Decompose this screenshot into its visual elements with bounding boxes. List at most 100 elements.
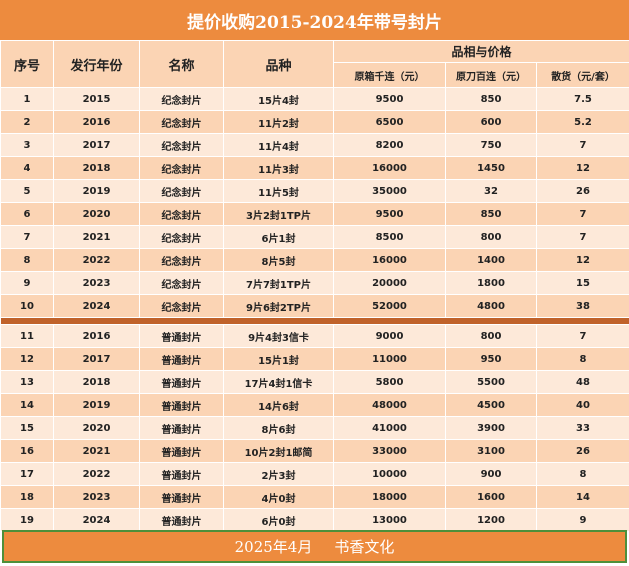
cell-loose: 15 — [535, 271, 629, 295]
table-row: 7 2021 纪念封片 6片1封 8500 800 7 — [0, 225, 629, 249]
cell-seq: 14 — [0, 393, 54, 417]
footer-banner: 2025年4月 书香文化 — [2, 530, 627, 563]
cell-year: 2015 — [53, 87, 140, 111]
cell-variety: 15片4封 — [223, 87, 334, 111]
cell-knife-hundred: 5500 — [445, 370, 537, 394]
header-knife-hundred: 原刀百连（元） — [445, 62, 537, 88]
header-seq: 序号 — [0, 40, 54, 88]
cell-seq: 6 — [0, 202, 54, 226]
cell-loose: 40 — [535, 393, 629, 417]
cell-seq: 10 — [0, 294, 54, 318]
table-row: 2 2016 纪念封片 11片2封 6500 600 5.2 — [0, 110, 629, 134]
cell-variety: 3片2封1TP片 — [223, 202, 334, 226]
cell-box-thousand: 52000 — [333, 294, 446, 318]
cell-knife-hundred: 32 — [445, 179, 537, 203]
cell-box-thousand: 10000 — [333, 462, 446, 486]
cell-seq: 19 — [0, 508, 54, 532]
cell-name: 普通封片 — [139, 485, 224, 509]
table-row: 12 2017 普通封片 15片1封 11000 950 8 — [0, 347, 629, 371]
cell-name: 普通封片 — [139, 508, 224, 532]
cell-knife-hundred: 1450 — [445, 156, 537, 180]
cell-name: 纪念封片 — [139, 110, 224, 134]
cell-box-thousand: 48000 — [333, 393, 446, 417]
cell-knife-hundred: 950 — [445, 347, 537, 371]
cell-name: 普通封片 — [139, 324, 224, 348]
cell-loose: 8 — [535, 347, 629, 371]
table-row: 13 2018 普通封片 17片4封1信卡 5800 5500 48 — [0, 370, 629, 394]
cell-variety: 15片1封 — [223, 347, 334, 371]
cell-box-thousand: 41000 — [333, 416, 446, 440]
table-row: 15 2020 普通封片 8片6封 41000 3900 33 — [0, 416, 629, 440]
cell-loose: 12 — [535, 248, 629, 272]
cell-knife-hundred: 1600 — [445, 485, 537, 509]
cell-year: 2024 — [53, 508, 140, 532]
cell-name: 普通封片 — [139, 462, 224, 486]
header-name: 名称 — [139, 40, 224, 88]
cell-variety: 7片7封1TP片 — [223, 271, 334, 295]
cell-box-thousand: 6500 — [333, 110, 446, 134]
header-loose: 散货（元/套） — [535, 62, 629, 88]
page-title: 提价收购2015-2024年带号封片 — [0, 0, 629, 41]
cell-seq: 13 — [0, 370, 54, 394]
cell-knife-hundred: 800 — [445, 324, 537, 348]
cell-year: 2022 — [53, 462, 140, 486]
cell-variety: 11片4封 — [223, 133, 334, 157]
cell-seq: 12 — [0, 347, 54, 371]
cell-variety: 9片4封3信卡 — [223, 324, 334, 348]
cell-knife-hundred: 900 — [445, 462, 537, 486]
cell-variety: 2片3封 — [223, 462, 334, 486]
cell-year: 2017 — [53, 133, 140, 157]
cell-seq: 5 — [0, 179, 54, 203]
cell-variety: 11片5封 — [223, 179, 334, 203]
cell-year: 2022 — [53, 248, 140, 272]
cell-variety: 8片6封 — [223, 416, 334, 440]
cell-variety: 9片6封2TP片 — [223, 294, 334, 318]
header-box-thousand: 原箱千连（元） — [333, 62, 446, 88]
cell-seq: 15 — [0, 416, 54, 440]
cell-seq: 2 — [0, 110, 54, 134]
cell-name: 普通封片 — [139, 416, 224, 440]
cell-seq: 11 — [0, 324, 54, 348]
cell-loose: 7 — [535, 202, 629, 226]
cell-year: 2019 — [53, 393, 140, 417]
table-body: 1 2015 纪念封片 15片4封 9500 850 7.5 2 2016 纪念封片 11片2封 65… — [0, 87, 629, 532]
cell-loose: 38 — [535, 294, 629, 318]
price-table: 序号 发行年份 名称 品种 品相与价格 原箱千连（元） 原刀百连（元） 散货（元… — [0, 40, 629, 532]
cell-year: 2018 — [53, 156, 140, 180]
cell-name: 纪念封片 — [139, 225, 224, 249]
cell-variety: 6片0封 — [223, 508, 334, 532]
cell-year: 2023 — [53, 485, 140, 509]
table-row: 14 2019 普通封片 14片6封 48000 4500 40 — [0, 393, 629, 417]
cell-variety: 11片2封 — [223, 110, 334, 134]
cell-box-thousand: 35000 — [333, 179, 446, 203]
cell-seq: 17 — [0, 462, 54, 486]
table-row: 5 2019 纪念封片 11片5封 35000 32 26 — [0, 179, 629, 203]
cell-year: 2023 — [53, 271, 140, 295]
cell-year: 2019 — [53, 179, 140, 203]
cell-year: 2018 — [53, 370, 140, 394]
cell-name: 普通封片 — [139, 393, 224, 417]
cell-box-thousand: 8500 — [333, 225, 446, 249]
cell-year: 2020 — [53, 416, 140, 440]
table-row: 6 2020 纪念封片 3片2封1TP片 9500 850 7 — [0, 202, 629, 226]
cell-name: 纪念封片 — [139, 156, 224, 180]
cell-knife-hundred: 850 — [445, 87, 537, 111]
cell-year: 2021 — [53, 439, 140, 463]
cell-box-thousand: 9000 — [333, 324, 446, 348]
cell-box-thousand: 8200 — [333, 133, 446, 157]
cell-loose: 8 — [535, 462, 629, 486]
cell-box-thousand: 11000 — [333, 347, 446, 371]
table-row: 3 2017 纪念封片 11片4封 8200 750 7 — [0, 133, 629, 157]
cell-loose: 14 — [535, 485, 629, 509]
cell-year: 2016 — [53, 324, 140, 348]
cell-variety: 14片6封 — [223, 393, 334, 417]
cell-seq: 8 — [0, 248, 54, 272]
header-year: 发行年份 — [53, 40, 140, 88]
cell-knife-hundred: 600 — [445, 110, 537, 134]
cell-variety: 11片3封 — [223, 156, 334, 180]
cell-box-thousand: 16000 — [333, 248, 446, 272]
header-price-group: 品相与价格 — [332, 40, 629, 63]
cell-loose: 26 — [535, 439, 629, 463]
cell-box-thousand: 16000 — [333, 156, 446, 180]
cell-seq: 18 — [0, 485, 54, 509]
